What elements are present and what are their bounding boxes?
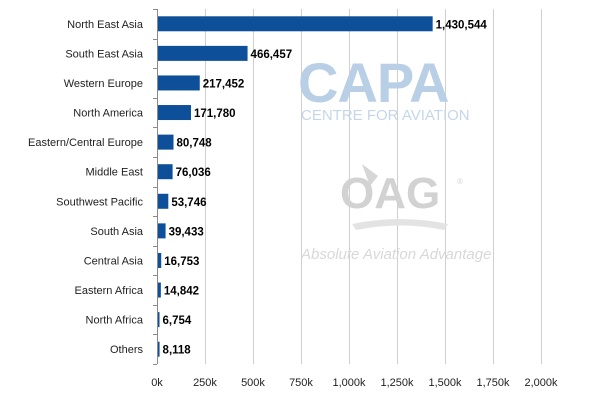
category-label: Middle East — [86, 167, 143, 179]
bar — [158, 223, 166, 239]
data-label: 80,748 — [177, 138, 213, 150]
category-label: Western Europe — [64, 78, 143, 90]
x-tick-label: 750k — [289, 377, 313, 389]
capa-logo: CAPA — [298, 51, 449, 114]
bar — [158, 75, 200, 91]
data-label: 466,457 — [251, 49, 293, 61]
data-label: 8,118 — [163, 345, 192, 357]
data-label: 217,452 — [203, 78, 245, 90]
category-label: North America — [73, 108, 144, 120]
data-label: 39,433 — [169, 226, 204, 238]
registered-mark-icon: ® — [457, 177, 463, 186]
bar — [158, 134, 174, 150]
category-label: South Asia — [90, 226, 143, 238]
axes — [153, 9, 158, 365]
category-label: Central Asia — [84, 255, 144, 267]
x-tick-label: 250k — [193, 377, 217, 389]
bar — [158, 193, 169, 209]
bars — [158, 16, 433, 357]
x-tick-label: 1,250k — [380, 377, 414, 389]
capa-tagline: CENTRE FOR AVIATION — [301, 107, 470, 124]
bar — [158, 105, 191, 121]
data-label: 1,430,544 — [436, 19, 488, 31]
category-label: Eastern/Central Europe — [28, 137, 143, 149]
watermark: CAPA CENTRE FOR AVIATION OAG ® Absolute … — [298, 51, 491, 263]
bar — [158, 45, 248, 61]
data-label: 6,754 — [163, 315, 192, 327]
data-label: 76,036 — [176, 167, 211, 179]
bar — [158, 341, 160, 357]
oag-logo: OAG — [340, 169, 440, 218]
data-label: 53,746 — [171, 197, 206, 209]
x-tick-label: 1,750k — [476, 377, 510, 389]
category-label: South East Asia — [65, 48, 144, 60]
bar — [158, 252, 162, 268]
bar — [158, 164, 173, 180]
x-tick-label: 2,000k — [524, 377, 558, 389]
x-tick-label: 1,500k — [428, 377, 462, 389]
category-label: North Africa — [86, 315, 144, 327]
category-label: Eastern Africa — [75, 285, 144, 297]
data-label: 171,780 — [194, 108, 236, 120]
labels: 0k 250k 500k 750k 1,000k 1,250k 1,500k 1,750k 2,… — [28, 19, 558, 389]
x-tick-label: 1,000k — [332, 377, 366, 389]
oag-logo-icon — [352, 164, 448, 230]
bar — [158, 282, 161, 298]
oag-tagline: Absolute Aviation Advantage — [300, 246, 491, 263]
bar — [158, 312, 160, 328]
x-tick-label: 0k — [151, 377, 163, 389]
data-label: 14,842 — [164, 286, 199, 298]
category-label: Others — [110, 344, 144, 356]
grid-lines — [205, 9, 542, 364]
category-label: Southwest Pacific — [56, 196, 143, 208]
data-label: 16,753 — [164, 256, 199, 268]
category-label: North East Asia — [67, 19, 144, 31]
bar — [158, 16, 433, 32]
x-tick-label: 500k — [241, 377, 265, 389]
